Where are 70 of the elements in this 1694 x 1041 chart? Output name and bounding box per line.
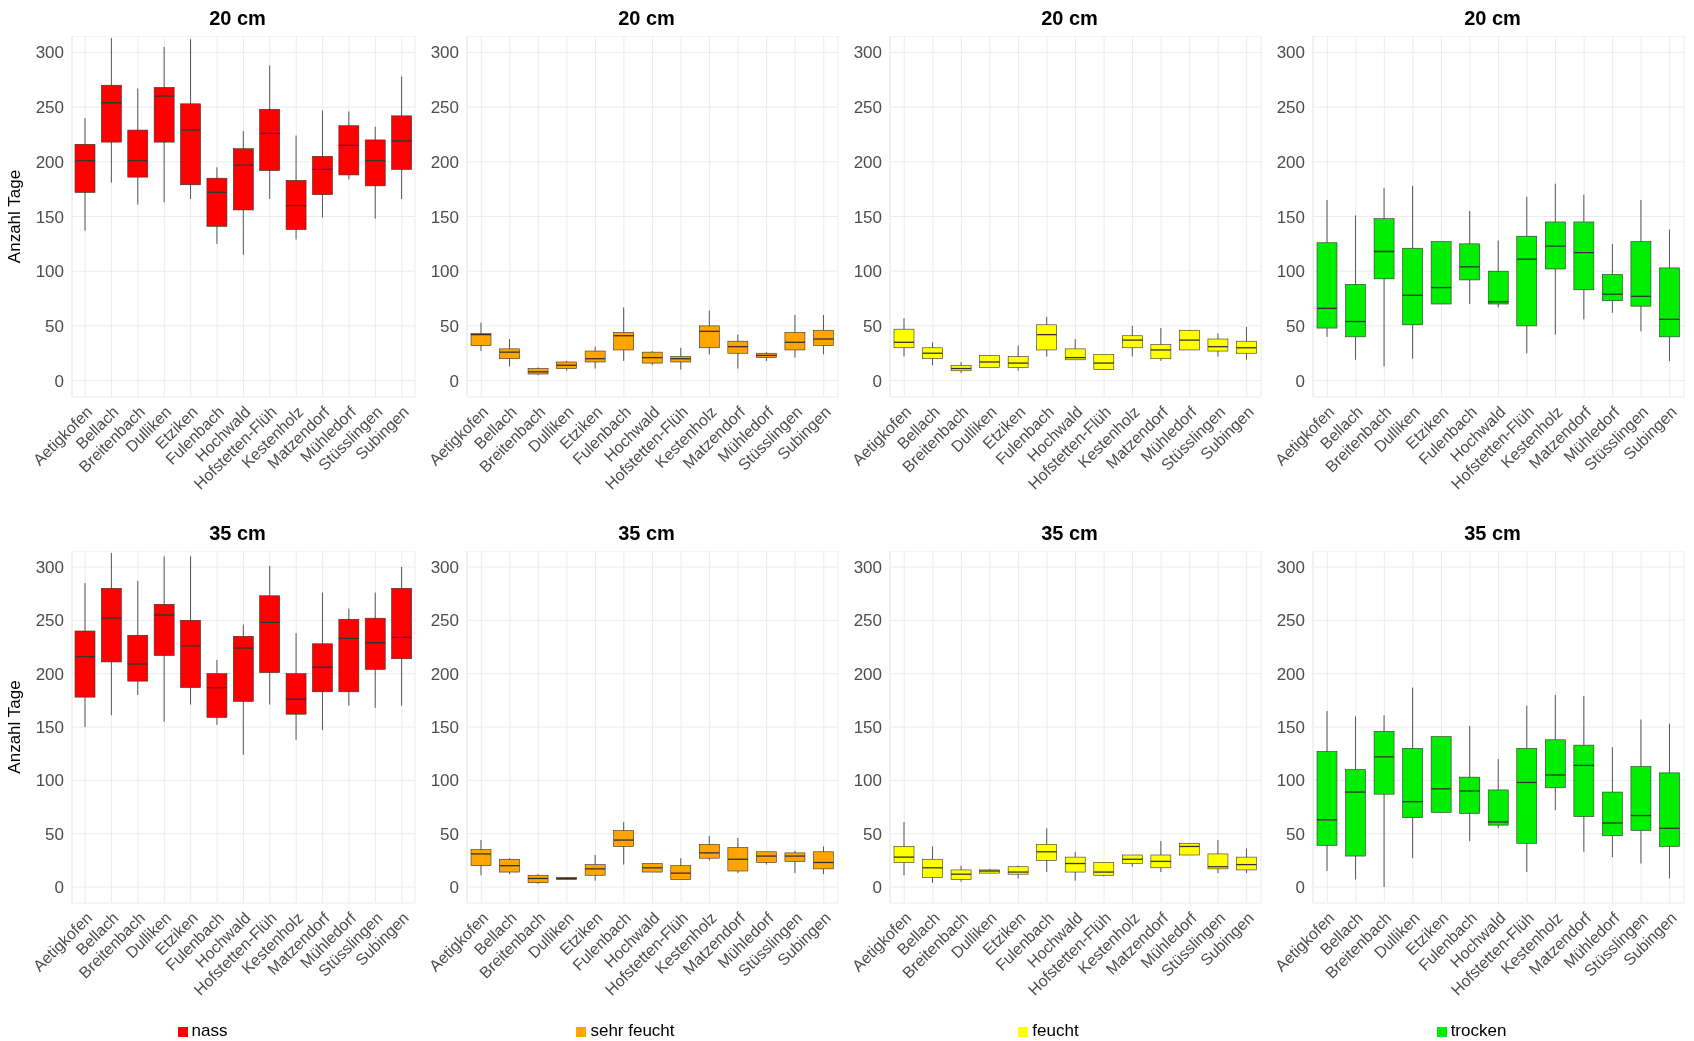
- y-tick-label: 300: [1276, 43, 1305, 63]
- y-tick-label: 200: [1276, 664, 1305, 684]
- chart-title: 20 cm: [1040, 6, 1099, 31]
- chart-title: 20 cm: [617, 6, 676, 31]
- y-tick-label: 200: [35, 152, 64, 172]
- y-tick-label: 50: [440, 824, 459, 844]
- chart-title: 20 cm: [1463, 6, 1522, 31]
- y-tick-label: 150: [35, 207, 64, 227]
- y-tick-label: 250: [35, 98, 64, 118]
- chart-title: 35 cm: [1463, 521, 1522, 546]
- y-tick-label: 150: [853, 718, 882, 738]
- y-axis-title: Anzahl Tage: [5, 169, 25, 264]
- y-tick-label: 300: [853, 43, 882, 63]
- y-axis-title: Anzahl Tage: [5, 680, 25, 774]
- y-tick-label: 150: [1276, 718, 1305, 738]
- y-tick-label: 300: [430, 558, 459, 578]
- y-tick-label: 100: [35, 262, 64, 282]
- y-tick-label: 200: [35, 664, 64, 684]
- y-tick-label: 100: [853, 771, 882, 791]
- y-tick-label: 250: [430, 611, 459, 631]
- legend-label: nass: [191, 1021, 228, 1040]
- y-tick-label: 150: [35, 718, 64, 738]
- y-tick-label: 200: [853, 152, 882, 172]
- y-tick-label: 250: [430, 98, 459, 118]
- y-tick-label: 50: [45, 824, 64, 844]
- y-tick-label: 100: [1276, 771, 1305, 791]
- y-tick-label: 100: [430, 262, 459, 282]
- y-tick-label: 100: [853, 262, 882, 282]
- y-tick-label: 250: [853, 98, 882, 118]
- y-tick-label: 0: [449, 878, 459, 898]
- chart-title: 35 cm: [1040, 521, 1099, 546]
- y-tick-label: 250: [853, 611, 882, 631]
- y-tick-label: 150: [430, 718, 459, 738]
- y-tick-label: 0: [872, 371, 882, 391]
- y-tick-label: 50: [863, 316, 882, 336]
- y-tick-label: 150: [853, 207, 882, 227]
- y-tick-label: 0: [54, 878, 64, 898]
- y-tick-label: 50: [1286, 824, 1305, 844]
- y-tick-label: 50: [45, 316, 64, 336]
- y-tick-label: 50: [863, 824, 882, 844]
- y-tick-label: 300: [35, 558, 64, 578]
- legend-label: feucht: [1032, 1021, 1079, 1040]
- y-tick-label: 50: [440, 316, 459, 336]
- y-tick-label: 200: [853, 664, 882, 684]
- y-tick-label: 50: [1286, 316, 1305, 336]
- chart-title: 35 cm: [617, 521, 676, 546]
- y-tick-label: 300: [430, 43, 459, 63]
- y-tick-label: 200: [430, 664, 459, 684]
- chart-title: 35 cm: [208, 521, 267, 546]
- y-tick-label: 300: [35, 43, 64, 63]
- legend-label: sehr feucht: [590, 1021, 675, 1040]
- y-tick-label: 150: [430, 207, 459, 227]
- y-tick-label: 300: [1276, 558, 1305, 578]
- y-tick-label: 300: [853, 558, 882, 578]
- y-tick-label: 100: [35, 771, 64, 791]
- chart-title: 20 cm: [208, 6, 267, 31]
- y-tick-label: 0: [449, 371, 459, 391]
- legend-label: trocken: [1450, 1021, 1507, 1040]
- y-tick-label: 0: [872, 878, 882, 898]
- y-tick-label: 100: [1276, 262, 1305, 282]
- y-tick-label: 100: [430, 771, 459, 791]
- y-tick-label: 0: [1295, 371, 1305, 391]
- y-tick-label: 200: [430, 152, 459, 172]
- y-tick-label: 150: [1276, 207, 1305, 227]
- y-tick-label: 0: [54, 371, 64, 391]
- y-tick-label: 250: [1276, 98, 1305, 118]
- y-tick-label: 250: [1276, 611, 1305, 631]
- y-tick-label: 0: [1295, 878, 1305, 898]
- y-tick-label: 250: [35, 611, 64, 631]
- y-tick-label: 200: [1276, 152, 1305, 172]
